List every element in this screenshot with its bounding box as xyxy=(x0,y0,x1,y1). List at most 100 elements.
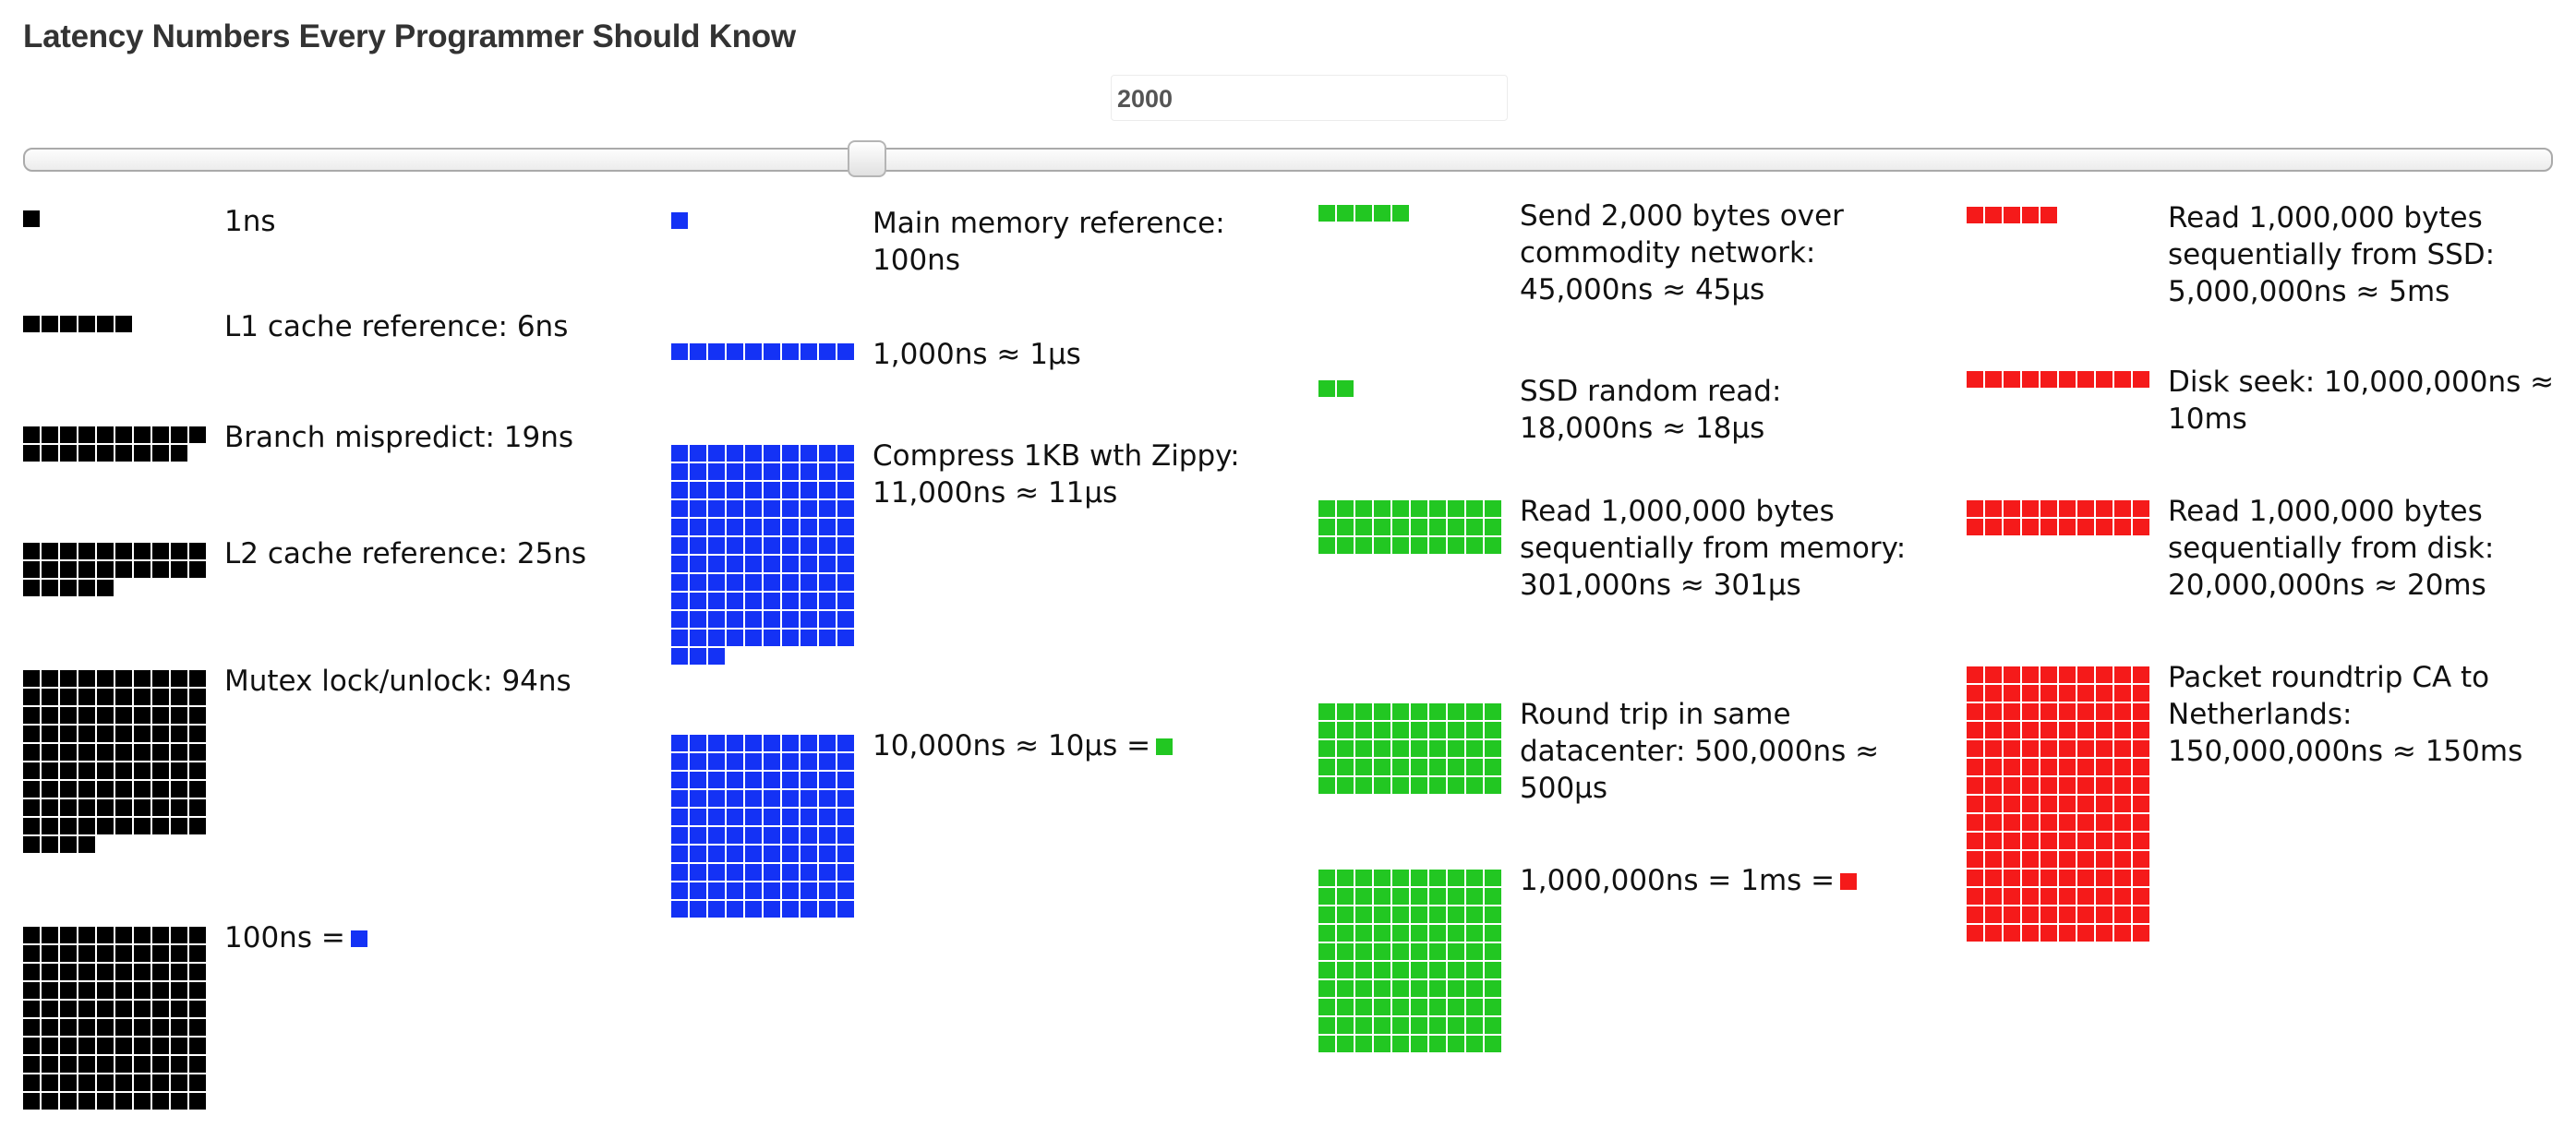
latency-square xyxy=(1318,962,1335,978)
latency-square xyxy=(1318,1036,1335,1052)
latency-square xyxy=(1318,380,1335,397)
latency-square xyxy=(171,707,187,724)
latency-square xyxy=(2133,519,2149,535)
latency-square xyxy=(1411,722,1427,738)
latency-square xyxy=(152,689,169,705)
year-slider-handle[interactable] xyxy=(848,140,886,177)
latency-square xyxy=(2040,888,2057,905)
latency-square xyxy=(2114,833,2131,849)
latency-square xyxy=(60,836,77,853)
latency-square xyxy=(671,882,688,899)
latency-square xyxy=(23,836,40,853)
latency-square xyxy=(837,901,854,918)
latency-square xyxy=(60,707,77,724)
latency-square xyxy=(1337,1036,1354,1052)
latency-square xyxy=(727,809,743,825)
year-display: 2000 xyxy=(1111,75,1508,121)
latency-square xyxy=(60,927,77,943)
latency-square xyxy=(2059,666,2076,683)
latency-square xyxy=(782,593,799,609)
latency-square xyxy=(800,827,817,844)
latency-square xyxy=(2022,777,2039,794)
latency-label-text: Compress 1KB wth Zippy: 11,000ns ≈ 11µs xyxy=(873,439,1240,510)
latency-square xyxy=(2059,722,2076,738)
latency-square xyxy=(23,1038,40,1054)
latency-square xyxy=(1411,980,1427,997)
latency-square xyxy=(764,809,780,825)
latency-square xyxy=(837,445,854,462)
latency-square xyxy=(152,707,169,724)
latency-square xyxy=(1485,740,1501,757)
latency-square xyxy=(2040,685,2057,702)
latency-square xyxy=(1355,1017,1372,1034)
latency-square xyxy=(1985,703,2002,720)
latency-square xyxy=(708,482,725,498)
latency-label-text: L1 cache reference: 6ns xyxy=(224,310,569,343)
latency-square xyxy=(671,735,688,751)
year-slider-track[interactable] xyxy=(23,148,2553,172)
latency-square xyxy=(800,500,817,517)
latency-square xyxy=(2022,870,2039,886)
latency-square xyxy=(1318,537,1335,554)
latency-square xyxy=(819,846,836,862)
latency-square xyxy=(2004,371,2020,388)
latency-square xyxy=(819,537,836,554)
latency-square xyxy=(152,1038,169,1054)
latency-square xyxy=(1337,380,1354,397)
latency-square xyxy=(1411,888,1427,905)
latency-square xyxy=(2077,833,2094,849)
latency-square xyxy=(837,772,854,788)
latency-square xyxy=(97,964,114,980)
latency-label-text: Mutex lock/unlock: 94ns xyxy=(224,665,572,698)
latency-square xyxy=(189,927,206,943)
latency-square xyxy=(1318,980,1335,997)
latency-square xyxy=(764,500,780,517)
latency-square xyxy=(690,901,706,918)
latency-square xyxy=(2114,371,2131,388)
latency-square xyxy=(727,519,743,535)
latency-square xyxy=(727,593,743,609)
latency-square xyxy=(837,864,854,881)
latency-square xyxy=(671,556,688,572)
latency-square xyxy=(2059,870,2076,886)
latency-square xyxy=(189,964,206,980)
latency-square xyxy=(2114,666,2131,683)
latency-square xyxy=(1392,777,1409,794)
latency-square xyxy=(1392,943,1409,960)
latency-square xyxy=(1374,1017,1390,1034)
latency-square xyxy=(1985,722,2002,738)
latency-square xyxy=(708,809,725,825)
latency-square xyxy=(1429,1036,1446,1052)
latency-square xyxy=(23,1056,40,1073)
latency-square xyxy=(1411,962,1427,978)
latency-label-text: Read 1,000,000 bytes sequentially from d… xyxy=(2168,495,2495,602)
latency-square xyxy=(1337,703,1354,720)
latency-label-text: Main memory reference: 100ns xyxy=(873,207,1225,277)
latency-square xyxy=(671,630,688,646)
latency-square xyxy=(1429,500,1446,517)
latency-square xyxy=(115,744,132,761)
latency-square xyxy=(708,735,725,751)
latency-square xyxy=(1429,999,1446,1015)
latency-square xyxy=(42,726,58,742)
latency-square xyxy=(2004,833,2020,849)
latency-square xyxy=(1355,870,1372,886)
latency-square xyxy=(745,846,762,862)
latency-square xyxy=(1337,1017,1354,1034)
latency-square xyxy=(2022,906,2039,923)
latency-square xyxy=(152,1019,169,1036)
latency-square xyxy=(134,964,150,980)
latency-square xyxy=(1466,722,1483,738)
latency-square xyxy=(152,543,169,559)
latency-square xyxy=(1337,943,1354,960)
latency-square xyxy=(1392,980,1409,997)
latency-square xyxy=(1355,888,1372,905)
latency-square xyxy=(1429,759,1446,775)
latency-square xyxy=(189,426,206,443)
latency-square xyxy=(2114,870,2131,886)
latency-square xyxy=(819,593,836,609)
latency-square xyxy=(1318,722,1335,738)
latency-square xyxy=(1337,888,1354,905)
latency-square xyxy=(708,445,725,462)
latency-square xyxy=(764,343,780,360)
